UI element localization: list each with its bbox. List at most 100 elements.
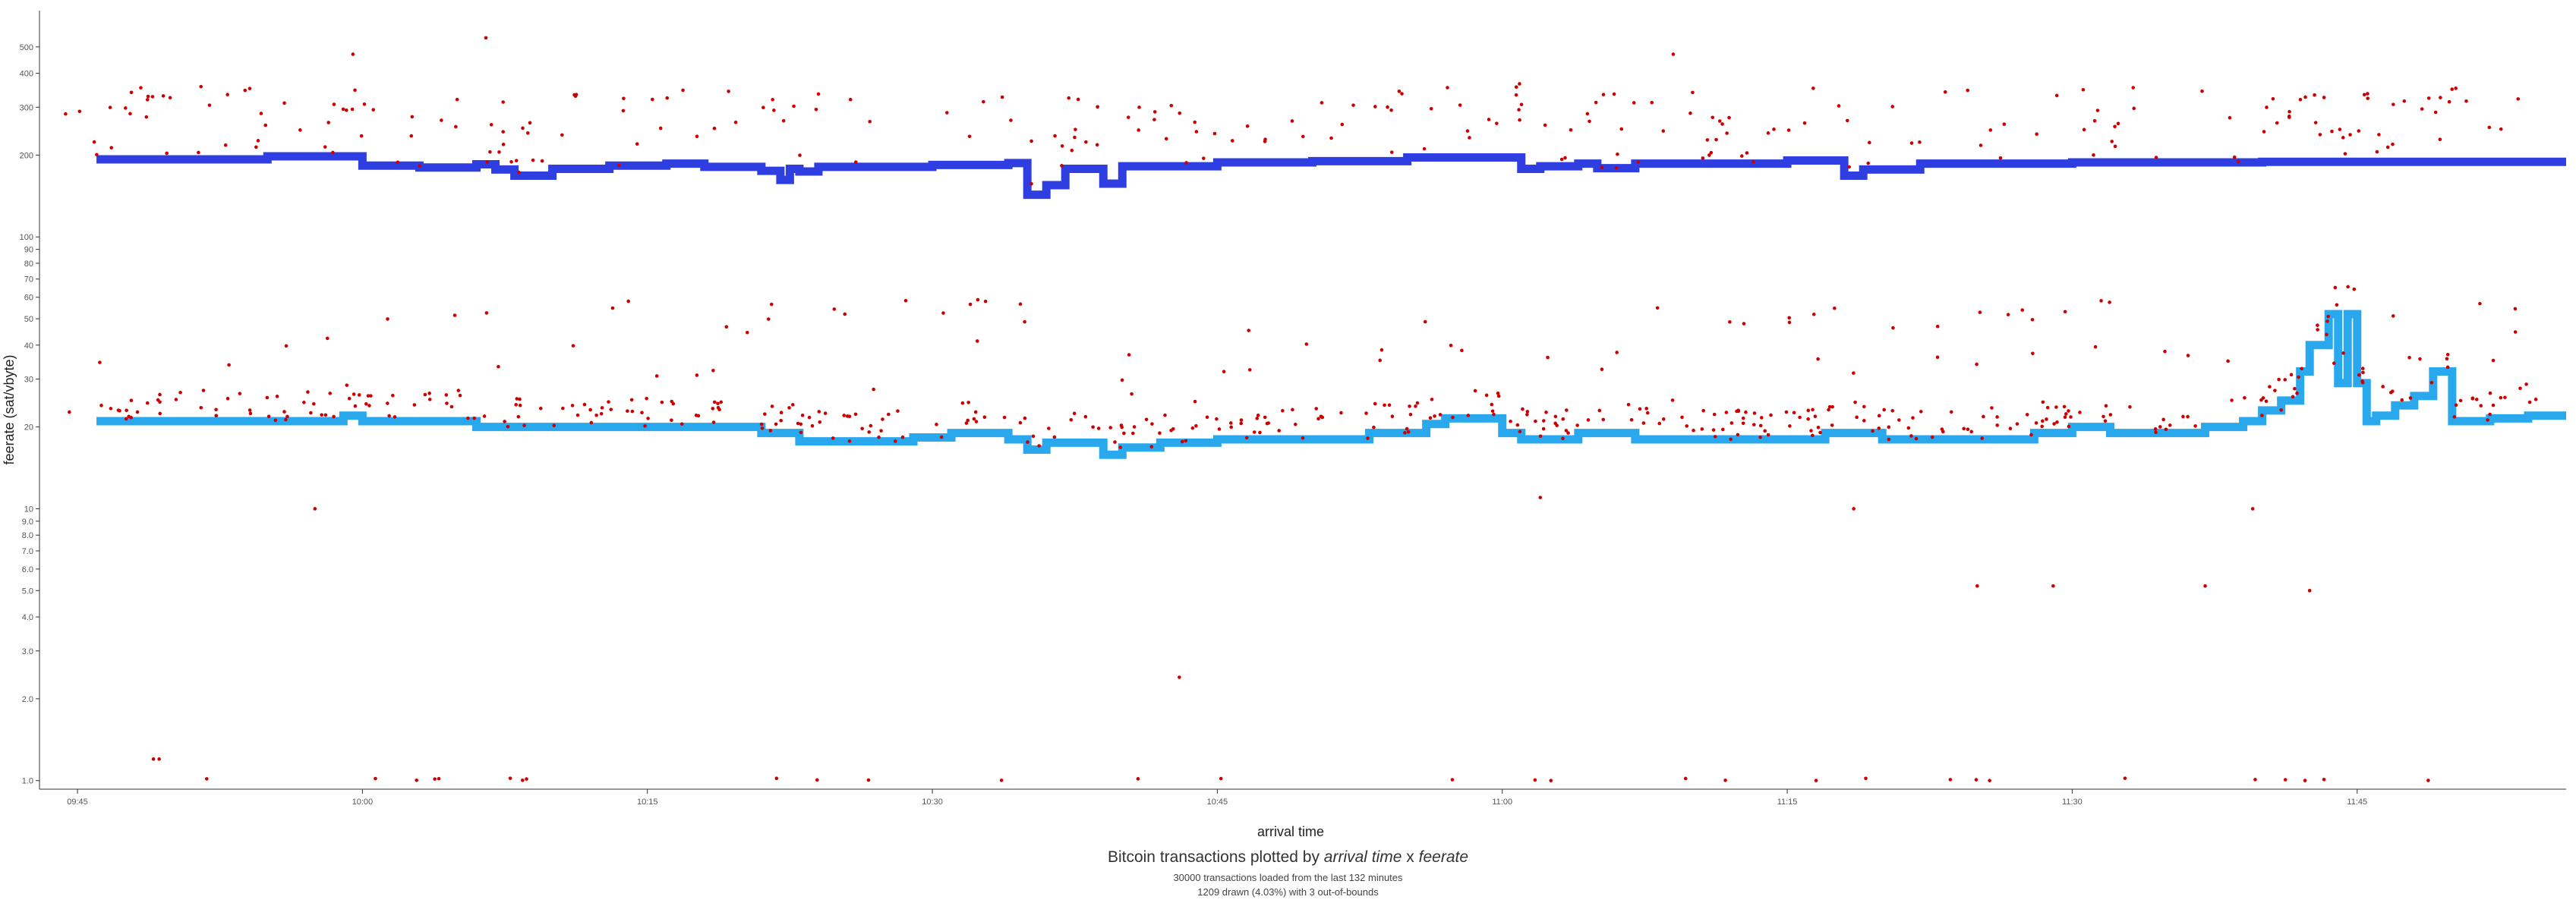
y-tick-label: 5.0 xyxy=(22,587,33,596)
data-point xyxy=(640,411,644,415)
data-point xyxy=(64,112,68,116)
data-point xyxy=(2318,133,2322,137)
data-point xyxy=(1906,426,1911,430)
data-point xyxy=(800,414,805,417)
data-point xyxy=(2335,303,2339,307)
data-point xyxy=(818,420,822,424)
data-point xyxy=(1787,320,1792,325)
data-point xyxy=(521,778,525,782)
data-point xyxy=(2063,310,2067,314)
data-point xyxy=(2426,96,2431,100)
data-point xyxy=(1490,409,1495,414)
data-point xyxy=(1408,412,1413,417)
data-point xyxy=(1701,156,1705,160)
data-point xyxy=(616,163,621,168)
data-point xyxy=(1988,779,1991,782)
data-point xyxy=(2439,96,2442,99)
data-point xyxy=(1935,355,1940,360)
data-point xyxy=(516,414,521,419)
data-point xyxy=(1887,437,1891,442)
data-point xyxy=(77,109,82,114)
data-point xyxy=(1518,429,1522,434)
data-point xyxy=(1509,419,1512,423)
data-point xyxy=(1814,779,1818,782)
data-point xyxy=(223,143,228,147)
data-point xyxy=(1244,436,1249,440)
data-point xyxy=(711,420,716,424)
caption-title-prefix: Bitcoin transactions plotted by xyxy=(1107,848,1324,866)
data-point xyxy=(1096,105,1099,109)
data-point xyxy=(1414,404,1417,408)
data-point xyxy=(2291,395,2295,399)
data-point xyxy=(853,160,858,164)
data-point xyxy=(968,302,973,307)
data-point xyxy=(1995,423,1999,427)
data-point xyxy=(1751,159,1755,164)
data-point xyxy=(1871,429,1874,433)
data-point xyxy=(506,425,510,429)
upper-feerate-line xyxy=(96,152,2566,200)
data-point xyxy=(1137,128,1140,132)
data-point xyxy=(1389,150,1394,154)
data-point xyxy=(1741,421,1745,426)
data-point xyxy=(779,411,784,415)
data-point xyxy=(896,409,900,413)
data-point xyxy=(2271,97,2275,101)
data-point xyxy=(1763,429,1767,433)
data-point xyxy=(2228,115,2232,120)
data-point xyxy=(681,88,685,93)
data-point xyxy=(2503,395,2507,400)
data-point xyxy=(1864,776,1868,781)
data-point xyxy=(869,423,873,428)
data-point xyxy=(1616,152,1619,156)
data-point xyxy=(2015,422,2019,426)
data-point xyxy=(1219,776,1223,781)
data-point xyxy=(1132,425,1137,429)
data-point xyxy=(1975,362,1979,367)
data-point xyxy=(629,398,634,402)
data-point xyxy=(1263,140,1267,143)
data-point xyxy=(1725,131,1729,135)
data-point xyxy=(845,414,850,418)
data-point xyxy=(1450,778,1455,782)
data-point xyxy=(645,396,648,401)
data-point xyxy=(1108,426,1112,429)
data-point xyxy=(1969,429,1973,434)
data-point xyxy=(1277,429,1282,433)
data-point xyxy=(1378,358,1382,363)
data-point xyxy=(1890,408,1895,413)
data-point xyxy=(1909,141,1914,145)
data-point xyxy=(2062,404,2067,409)
data-point xyxy=(2325,319,2329,323)
data-point xyxy=(2288,109,2291,114)
data-point xyxy=(2078,411,2082,414)
data-point xyxy=(1559,157,1564,162)
data-point xyxy=(1553,421,1557,426)
data-point xyxy=(609,407,613,411)
data-point xyxy=(423,392,427,397)
data-point xyxy=(766,317,771,321)
data-point xyxy=(1496,392,1500,395)
data-point xyxy=(1484,393,1489,398)
data-point xyxy=(328,392,333,395)
data-point xyxy=(769,302,774,307)
data-point xyxy=(1263,415,1267,420)
data-point xyxy=(1862,419,1866,423)
data-point xyxy=(525,777,528,781)
data-point xyxy=(2113,144,2117,149)
data-point xyxy=(518,397,522,401)
data-point xyxy=(2348,133,2352,137)
data-point xyxy=(323,145,327,149)
data-point xyxy=(2499,127,2503,131)
data-point xyxy=(1084,140,1088,144)
data-point xyxy=(445,401,449,405)
data-point xyxy=(759,422,764,426)
data-point xyxy=(517,170,521,175)
y-tick-label: 7.0 xyxy=(22,547,33,556)
data-point xyxy=(2385,145,2390,149)
data-point xyxy=(1543,123,1547,127)
data-point xyxy=(2450,87,2455,91)
data-point xyxy=(733,120,738,124)
data-point xyxy=(95,153,99,157)
data-point xyxy=(1451,415,1455,420)
